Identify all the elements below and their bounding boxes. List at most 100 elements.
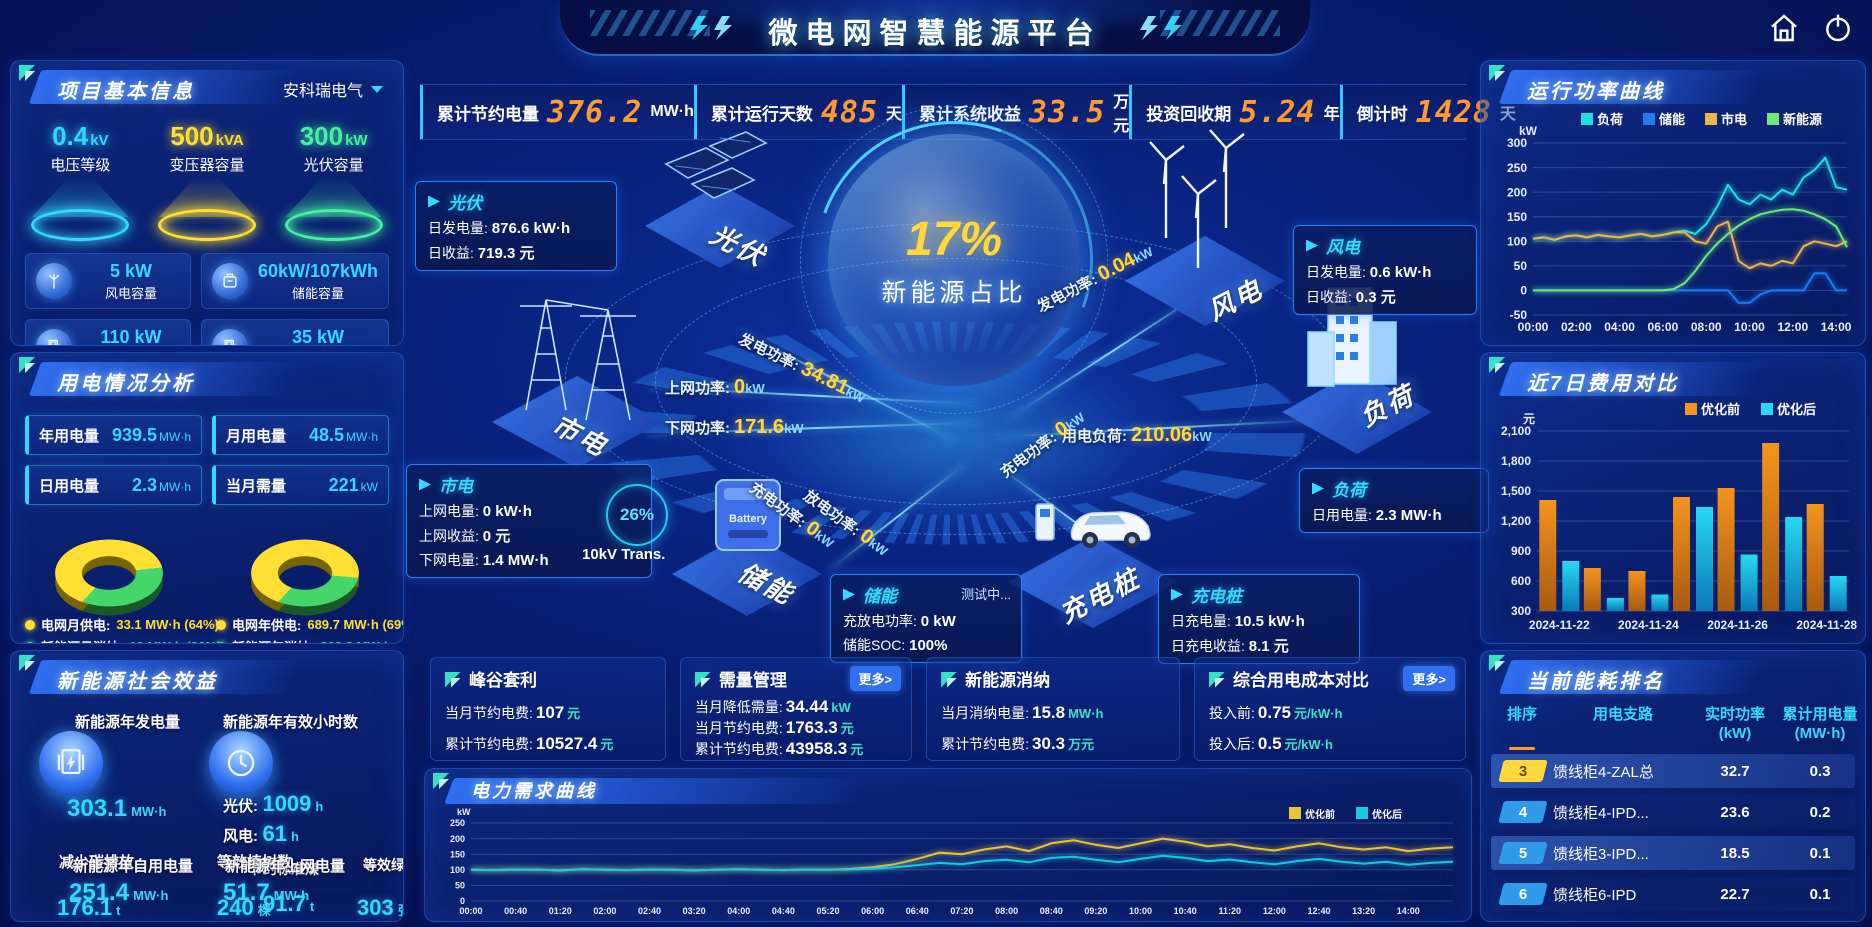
panel-header: 当前能耗排名	[1487, 655, 1859, 699]
card-stat-line: 当月节约电费: 1763.3 元	[694, 717, 854, 737]
kpi-label: 累计节约电量	[437, 104, 539, 124]
table-row[interactable]: 3 馈线柜4-ZAL总 32.7 0.3	[1491, 754, 1855, 788]
card-stat-line: 当月消纳电量: 15.8 MW·h	[941, 702, 1104, 722]
deco-stripes-right	[1160, 10, 1280, 36]
lightning-icon	[688, 16, 758, 40]
svg-text:10:00: 10:00	[1734, 320, 1765, 334]
kpi-item: 投资回收期 5.24 年	[1129, 85, 1340, 139]
arrow-icon	[843, 588, 855, 601]
legend-item: 新能源月消纳:19 MW·h (36%)	[25, 637, 221, 643]
svg-text:kW: kW	[1519, 124, 1538, 138]
card-title: 综合用电成本对比	[1209, 666, 1451, 691]
svg-text:50: 50	[455, 881, 465, 891]
kpi-unit: MW·h	[650, 103, 694, 120]
svg-text:-50: -50	[1510, 308, 1528, 322]
capacity-value: 5 kW	[109, 260, 152, 281]
svg-text:250: 250	[450, 818, 465, 828]
home-icon[interactable]	[1768, 12, 1800, 44]
panel-energy-rank: 当前能耗排名 排序 用电支路 实时功率 (kW) 累计用电量 (MW·h) 3 馈线柜4-…	[1480, 650, 1866, 922]
spotlight-stat: 0.4 kV 电压等级	[21, 121, 139, 241]
capacity-value: 60kW/107kWh	[257, 260, 378, 281]
svg-text:2,100: 2,100	[1501, 424, 1531, 438]
svg-text:储能: 储能	[1658, 112, 1685, 127]
benefit-coal-value: 91.7 t	[263, 891, 315, 916]
svg-text:优化前: 优化前	[1701, 402, 1740, 417]
more-button[interactable]: 更多>	[849, 666, 902, 691]
table-row[interactable]: 6 馈线柜6-IPD 22.7 0.1	[1491, 877, 1855, 911]
kpi-unit: 万元	[1113, 94, 1130, 135]
svg-text:150: 150	[1507, 210, 1527, 224]
panel-usage-analysis: 用电情况分析 年用电量 939.5 MW·h 月用电量 48.5 MW·h 日用电量…	[10, 352, 404, 644]
scroll-marker	[1509, 747, 1535, 750]
arrow-icon	[428, 195, 440, 208]
panel-title: 用电情况分析	[57, 373, 195, 395]
company-name: 安科瑞电气	[282, 83, 363, 100]
spotlight-label: 电压等级	[50, 157, 111, 174]
panel-title: 电力需求曲线	[471, 781, 597, 801]
kpi-value: 1428	[1415, 94, 1492, 130]
svg-text:08:40: 08:40	[1040, 906, 1063, 916]
card-stat-line: 当月节约电费: 107 元	[445, 702, 581, 722]
power-icon[interactable]	[1822, 12, 1854, 44]
rank-badge: 5	[1498, 842, 1548, 864]
wind-info-box: 风电 日发电量: 0.6 kW·h 日收益: 0.3 元	[1293, 225, 1477, 315]
table-row[interactable]: 5 馈线柜3-IPD... 18.5 0.1	[1491, 836, 1855, 870]
svg-text:市电: 市电	[1721, 112, 1747, 127]
svg-text:12:00: 12:00	[1263, 906, 1286, 916]
svg-text:10:40: 10:40	[1174, 906, 1197, 916]
deco-stripes-left	[590, 10, 710, 36]
svg-text:新能源: 新能源	[1783, 112, 1822, 127]
card-stat-line: 投入后: 0.5 元/kW·h	[1209, 733, 1333, 753]
corner-arrows-icon	[1209, 672, 1225, 688]
power-cell: 22.7	[1720, 885, 1750, 903]
svg-text:09:20: 09:20	[1084, 906, 1107, 916]
company-select[interactable]: 安科瑞电气	[283, 77, 383, 101]
benefit-certs-label: 等效绿证数	[363, 857, 404, 873]
legend-item: 电网年供电:689.7 MW·h (69%)	[216, 615, 403, 634]
svg-text:100: 100	[1507, 234, 1527, 248]
corner-arrows-icon	[1489, 655, 1511, 677]
capacity-card: 110 kW 直流充电桩	[25, 319, 191, 346]
usage-stat: 日用电量 2.3 MW·h	[25, 465, 202, 505]
svg-text:08:00: 08:00	[995, 906, 1018, 916]
panel-demand-curve: 电力需求曲线 0 50 100 150 200 250 kW 00:00 00:40 01:20 0…	[424, 768, 1472, 922]
energy-flow-scene: 17% 新能源占比 光伏 风电 市电	[406, 106, 1489, 664]
benefit-gen-label: 新能源年发电量	[75, 714, 181, 731]
wind-turbine-icon	[36, 263, 72, 299]
capacity-value: 110 kW	[100, 326, 162, 346]
power-cell: 18.5	[1720, 844, 1750, 862]
summary-card: 新能源消纳 当月消纳电量: 15.8 MW·h 累计节约电费: 30.3 万元	[926, 657, 1181, 761]
table-row[interactable]: 4 馈线柜4-IPD... 23.6 0.2	[1491, 795, 1855, 829]
rank-table: 排序 用电支路 实时功率 (kW) 累计用电量 (MW·h) 3 馈线柜4-ZAL总 32…	[1491, 705, 1858, 911]
spotlight-value: 500 kVA	[170, 121, 244, 151]
kpi-value: 485	[820, 94, 879, 130]
svg-text:0: 0	[1520, 284, 1527, 298]
battery-cabinet-icon: Battery	[715, 479, 781, 551]
svg-text:11:20: 11:20	[1218, 906, 1241, 916]
panel-project-info: 项目基本信息 安科瑞电气 0.4 kV 电压等级 500 kVA 变压器容量 300…	[10, 60, 404, 346]
spotlight-value: 0.4 kV	[52, 121, 109, 151]
svg-text:2024-11-28: 2024-11-28	[1796, 618, 1857, 632]
usage-stat: 年用电量 939.5 MW·h	[25, 415, 202, 455]
more-button[interactable]: 更多>	[1403, 666, 1455, 691]
capacity-cards: 5 kW 风电容量 60kW/107kWh 储能容量 110 kW 直流充电桩 …	[25, 253, 389, 346]
svg-text:优化后: 优化后	[1777, 402, 1816, 417]
benefit-certs-value: 303张	[357, 895, 403, 920]
storage-status-badge: 测试中...	[961, 587, 1011, 602]
svg-text:200: 200	[450, 834, 465, 844]
solar-panels-icon	[664, 131, 768, 199]
svg-text:07:20: 07:20	[950, 906, 973, 916]
transformer-gauge-label: 10kV Trans.	[582, 546, 666, 563]
svg-text:900: 900	[1511, 544, 1531, 558]
svg-text:10:00: 10:00	[1129, 906, 1152, 916]
benefit-coal-label: 节约标准煤	[249, 861, 319, 877]
corner-arrows-icon	[445, 672, 461, 688]
ev-info-box: 充电桩 日充电量: 10.5 kW·h 日充电收益: 8.1 元	[1158, 574, 1360, 664]
card-stat-line: 累计节约电费: 10527.4 元	[445, 733, 614, 753]
cost-compare-chart: 300 600 900 1,200 1,500 1,800 2,100 元 2024-11-22…	[1485, 401, 1861, 642]
corner-arrows-icon	[695, 672, 711, 688]
benefit-carbon-label: 减少碳排放	[59, 854, 135, 871]
ac-charger-icon	[211, 329, 248, 345]
svg-text:01:20: 01:20	[549, 906, 572, 916]
capacity-card: 5 kW 风电容量	[25, 253, 191, 309]
